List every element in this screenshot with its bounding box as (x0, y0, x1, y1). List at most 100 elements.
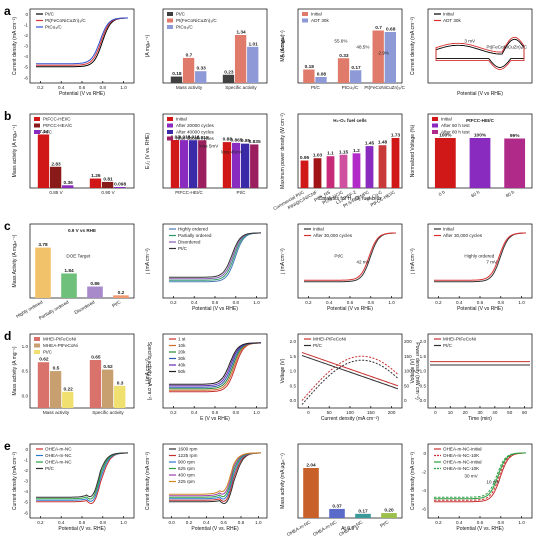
e2-legend-label: 400 rpm (178, 473, 195, 478)
a1-ylabel: Current density (mA cm⁻²) (12, 17, 18, 76)
d1-bar (101, 369, 114, 408)
a3-bar-value: 0.17 (351, 65, 361, 71)
d4-ytick-label: 0.5 (420, 383, 427, 388)
e1-ytick-label: -6 (24, 510, 29, 515)
d2-xtick-label: 0.8 (233, 410, 240, 415)
b2-bar (250, 144, 259, 188)
a2-bar-value: 0.18 (172, 71, 182, 77)
d1-legend-swatch (34, 350, 40, 354)
a4-frame (427, 8, 533, 84)
e4-xtick-label: 0.2 (435, 520, 442, 525)
c1-bar (113, 295, 129, 298)
d3-xtick-label: 50 (327, 410, 333, 415)
d4-xtick-label: 0 (434, 410, 437, 415)
b2-legend-swatch (167, 123, 173, 128)
a2-bar-value: 0.7 (186, 52, 193, 58)
d2-series-line (169, 342, 261, 391)
e2-legend-label: 225 rpm (178, 479, 195, 484)
a3-legend-label: Initial (311, 12, 322, 17)
d1-category-label: Specific activity (92, 410, 124, 415)
a2-category-label: Mass activity (176, 85, 203, 90)
b4-title: PtFCC-HEI/C (466, 118, 494, 123)
e2-xtick-label: 0.2 (186, 520, 193, 525)
c2-legend-label: Pt/C (178, 246, 188, 251)
d1-legend-swatch (34, 337, 40, 341)
b4-bar-value: 99% (510, 133, 520, 139)
d1-legend-label: MHEA-PtFeCoNi (43, 343, 78, 348)
c2-legend-label: Highly ordered (178, 227, 208, 232)
d4-ylabel: Voltage (V) (410, 358, 416, 383)
b3-bar-value: 1.03 (313, 153, 323, 159)
e2-legend-label: 1600 rpm (178, 447, 198, 452)
e3-category-label: OHEA-m-NC (312, 519, 338, 537)
b1-bar-value: 7.14 (39, 129, 49, 135)
b3-frame (297, 113, 403, 189)
e4-xtick-label: 1.0 (518, 520, 525, 525)
b3-bar (326, 156, 335, 188)
a3-bar-value: 0.33 (339, 53, 349, 59)
b2-category-label: PtFCC-HEI/C (175, 190, 203, 195)
a2-bar-value: 0.23 (224, 69, 234, 75)
e3-bar-value: 0.37 (332, 503, 342, 509)
c1-category-label: Disordered (74, 299, 96, 315)
e1-xtick-label: 0.2 (37, 520, 44, 525)
c2-xtick-label: 0.4 (191, 300, 198, 305)
d3-ytick-label: 200 (404, 339, 412, 344)
c2-series-line (169, 232, 261, 281)
a3-bar-value: 0.08 (317, 72, 327, 78)
a4-annotation: 3 mV (464, 38, 476, 43)
a3-legend-swatch (302, 18, 308, 23)
e1-series-line (36, 452, 128, 502)
d3-ytick-label: 2.0 (290, 339, 297, 344)
b2-bar (241, 143, 250, 188)
a2-bar-value: 0.33 (196, 66, 206, 72)
b2-legend-label: After 20000 cycles (176, 123, 214, 128)
e4-ytick-label: 0 (423, 451, 426, 456)
b2-bar (222, 142, 232, 188)
a3-bar-value: 0.18 (305, 64, 315, 70)
a2-legend-swatch (167, 18, 173, 23)
c3-xtick-label: 0.8 (368, 300, 375, 305)
e3-bar (381, 513, 397, 518)
c1-annotation: DOE Target (66, 253, 91, 258)
c3-annotation: Pt/C (334, 253, 344, 258)
e1-ytick-label: -1 (24, 457, 29, 462)
a1-xtick-label: 1.0 (120, 85, 127, 90)
c2-legend-label: Disordered (178, 240, 201, 245)
d3-ytick-label: 0 (404, 398, 407, 403)
a2-bar (195, 71, 207, 83)
e1-xtick-label: 1.0 (120, 520, 127, 525)
b3-bar (300, 160, 309, 188)
e1-xtick-label: 0.4 (58, 520, 65, 525)
a2-ylabel-right: (mA cm⁻²) (279, 35, 285, 58)
c2-xtick-label: 0.2 (170, 300, 177, 305)
b3-bar (313, 158, 322, 188)
c2-xtick-label: 0.8 (233, 300, 240, 305)
a3-bar (303, 69, 315, 83)
e2-series-line (169, 452, 261, 505)
e2-series-line (169, 452, 261, 502)
d3-series-line (301, 355, 399, 390)
c3-xtick-label: 0.6 (347, 300, 354, 305)
a1-ytick-label: -5 (24, 65, 29, 70)
b2-legend-label: After 40000 cycles (176, 130, 214, 135)
b3-ylabel: Maximum power density (W cm⁻²) (280, 113, 286, 189)
d2-legend-label: 1 st (178, 337, 186, 342)
e4-legend-label: OHEA-m-NC-10K (443, 453, 480, 458)
e1-legend-label: Pt/C (45, 466, 55, 471)
e4-annotation: 10 mV (486, 479, 500, 484)
b1-legend-swatch (34, 130, 40, 134)
b4-bar (434, 138, 456, 188)
a1-xtick-label: 0.2 (37, 85, 44, 90)
b3-bar (352, 153, 361, 188)
c4-xlabel: Potential (V vs RHE) (457, 306, 503, 312)
a2-bar-value: 1.01 (248, 41, 258, 47)
d4-xtick-label: 10 (448, 410, 454, 415)
b2-bar-value: 0.92 (171, 135, 181, 141)
a1-xtick-label: 0.6 (79, 85, 86, 90)
c1-bar (35, 247, 51, 298)
b1-category-label: 0.90 V (101, 190, 115, 195)
a3-annotation: 48.5% (356, 44, 369, 49)
e3-category-label: OHEA-m-NC (286, 519, 312, 537)
d3-xlabel: Current density (mA cm⁻²) (321, 416, 380, 422)
